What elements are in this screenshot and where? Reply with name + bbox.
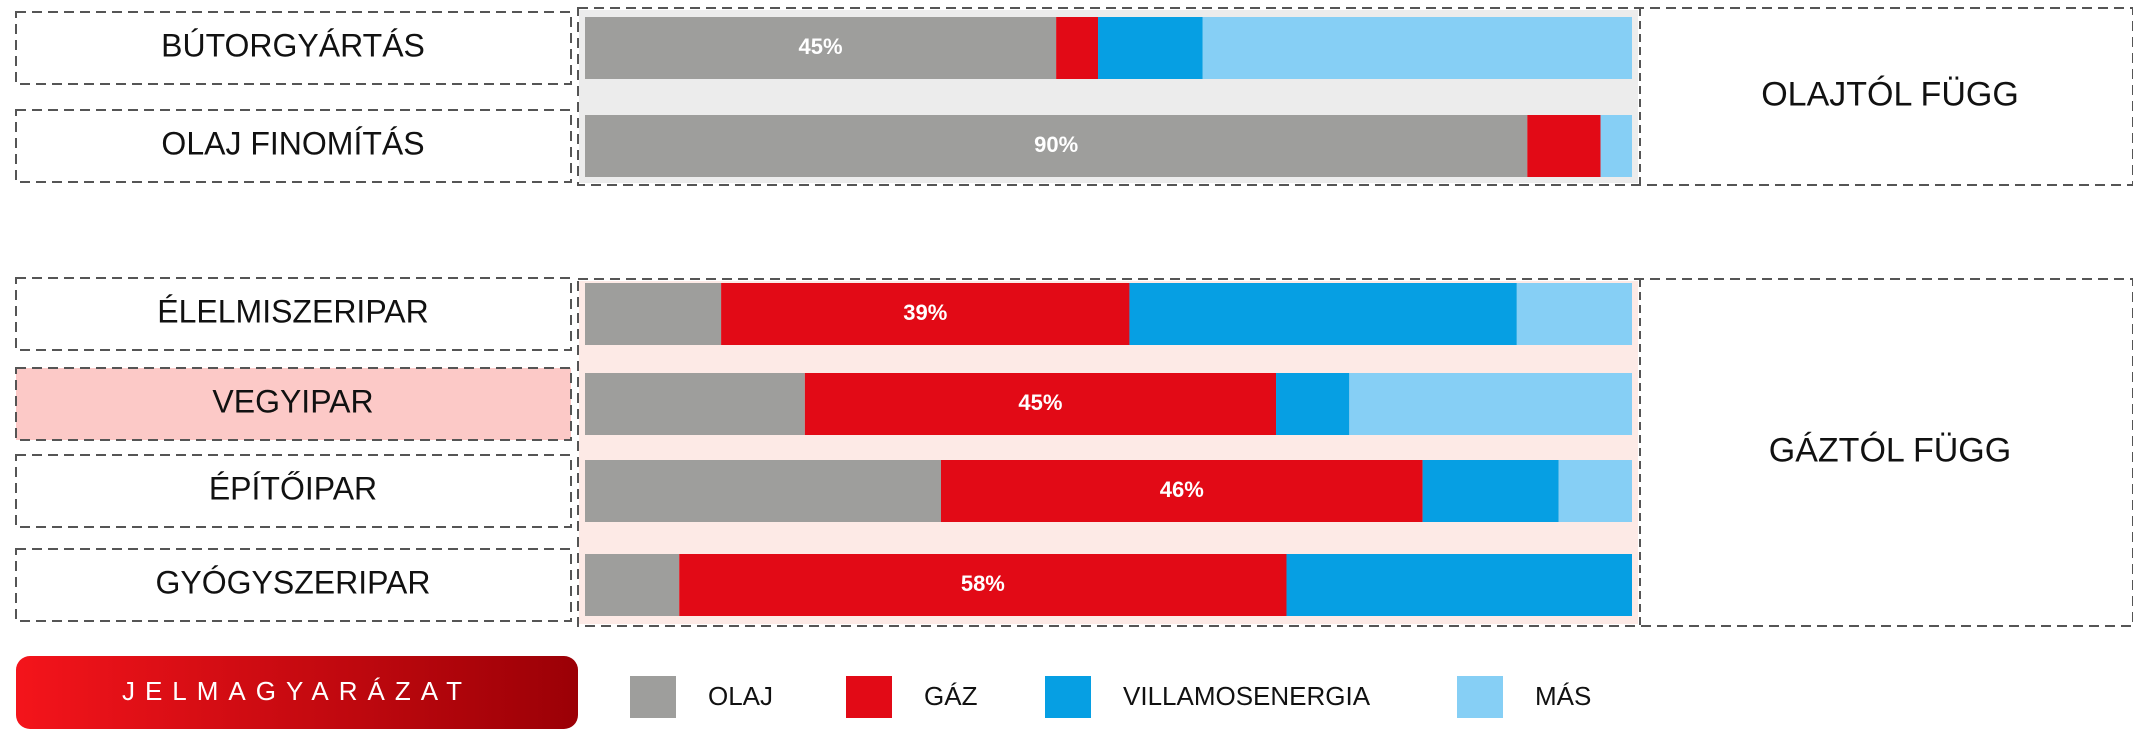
bar-segment (1527, 115, 1601, 177)
bar-segment (1129, 283, 1517, 345)
group-label: OLAJTÓL FÜGG (1761, 75, 2019, 113)
legend-title-box (16, 656, 578, 729)
category-label: VEGYIPAR (212, 383, 373, 419)
bar-segment (721, 283, 1130, 345)
legend-label: OLAJ (708, 681, 773, 711)
data-label: 90% (1034, 132, 1078, 157)
legend-title: JELMAGYARÁZAT (122, 676, 472, 706)
category-label: OLAJ FINOMÍTÁS (161, 125, 424, 161)
bar-segment (1056, 17, 1099, 79)
category-label: ÉLELMISZERIPAR (157, 293, 428, 329)
legend-label: GÁZ (924, 681, 978, 711)
data-label: 58% (961, 571, 1005, 596)
bar-segment (1286, 554, 1632, 616)
bar-segment (585, 17, 1057, 79)
bar-segment (1276, 373, 1350, 435)
legend-swatch (630, 676, 676, 718)
bar-segment (1098, 17, 1203, 79)
group-frame (577, 278, 2133, 627)
bar-segment (1349, 373, 1632, 435)
bar-segment (940, 460, 1423, 522)
category-box (15, 454, 572, 528)
category-box (15, 11, 572, 85)
category-box (15, 548, 572, 622)
bar-segment (585, 115, 1528, 177)
data-label: 39% (903, 300, 947, 325)
data-label: 46% (1160, 477, 1204, 502)
data-label: 45% (799, 34, 843, 59)
group-frame (577, 7, 2133, 186)
bar-segment (585, 460, 941, 522)
legend-label: VILLAMOSENERGIA (1123, 681, 1371, 711)
category-label: BÚTORGYÁRTÁS (161, 27, 425, 63)
bar-segment (585, 283, 722, 345)
bar-segment (679, 554, 1287, 616)
category-label: GYÓGYSZERIPAR (155, 564, 430, 600)
category-box (15, 109, 572, 183)
category-label: ÉPÍTŐIPAR (209, 470, 377, 506)
bar-segment (1202, 17, 1632, 79)
bar-segment (585, 554, 680, 616)
legend-swatch (1457, 676, 1503, 718)
bar-segment (585, 373, 805, 435)
bar-segment (1558, 460, 1632, 522)
legend-swatch (846, 676, 892, 718)
bar-segment (1422, 460, 1559, 522)
category-box (15, 277, 572, 351)
category-box (15, 367, 572, 441)
data-label: 45% (1018, 390, 1062, 415)
bar-segment (1600, 115, 1632, 177)
bar-segment (1516, 283, 1632, 345)
legend-label: MÁS (1535, 681, 1591, 711)
legend-swatch (1045, 676, 1091, 718)
bar-segment (804, 373, 1277, 435)
group-label: GÁZTÓL FÜGG (1769, 431, 2011, 469)
